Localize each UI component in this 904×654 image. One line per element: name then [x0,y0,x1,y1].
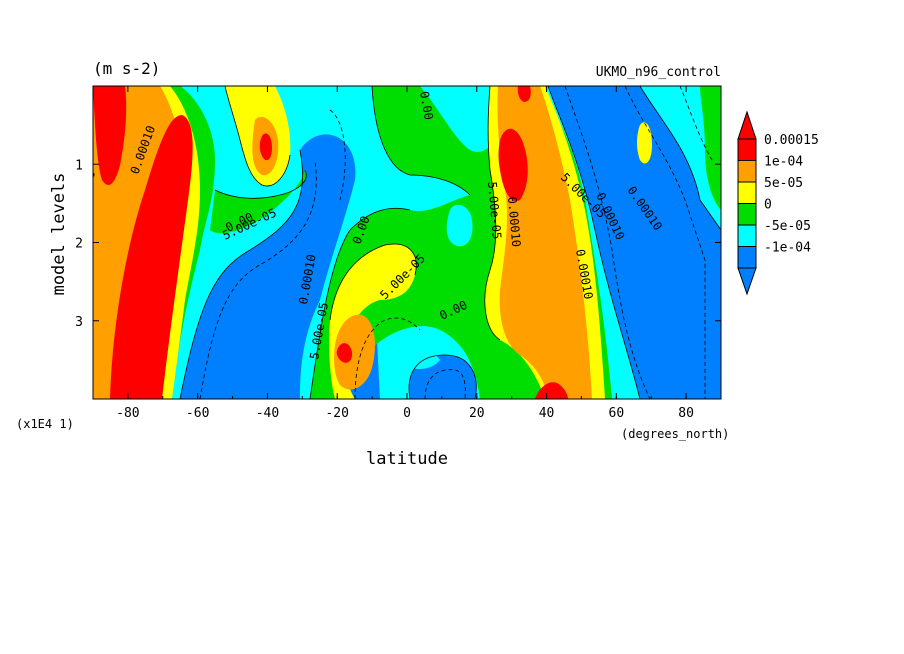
legend-swatch [737,160,757,183]
x-axis: -80 -60 -40 -20 0 20 40 60 80 [92,86,722,421]
green-region-subtropic-s [210,170,307,234]
x-tick-label: 0 [403,406,411,421]
legend-swatch [737,181,757,204]
colorbar-legend: 0.00015 1e-04 5e-05 0 -5e-05 -1e-04 [737,110,819,296]
blue-region-north [548,86,721,399]
x-tick-label: -60 [186,406,209,421]
legend-level-label: -1e-04 [764,241,811,256]
yellow-region-subtropic [329,244,417,399]
contour-field: 0.00010 5.00e-05 0.00 0.00 5.00e-05 0.00… [79,86,721,399]
contour-label: 0.00 [79,170,98,201]
y-tick-label: 2 [75,237,83,252]
contour-label: 5.00e-05 [485,181,504,240]
legend-under-arrow [737,267,757,296]
contour-label: 0.00010 [505,196,523,248]
green-region-north-pole [700,86,721,210]
red-region-pole [93,86,127,185]
chart-title: UKMO_n96_control [596,65,721,80]
legend-swatch [737,138,757,161]
legend-level-label: -5e-05 [764,219,811,234]
y-tick-label: 3 [75,315,83,330]
y-axis-title: model levels [49,173,69,296]
units-label: (m s-2) [93,59,160,78]
red-region-jet-south [110,115,193,399]
red-spot-upper [259,133,272,161]
x-tick-label: -40 [256,406,279,421]
orange-region-subtropic [334,314,375,390]
y-scale-note: (x1E4 1) [16,417,74,431]
red-spot-subtropic [336,343,353,363]
x-axis-units: (degrees_north) [621,427,729,441]
legend-over-arrow [737,110,757,140]
blue-region-south-mid [180,134,356,399]
red-region-jet-north [498,128,528,201]
legend-level-label: 1e-04 [764,155,803,170]
red-spot-top [517,86,531,102]
x-tick-label: -80 [116,406,139,421]
cyan-pocket-2 [395,348,440,369]
x-tick-label: -20 [325,406,348,421]
x-axis-title: latitude [366,449,448,469]
legend-level-label: 0.00015 [764,133,819,148]
red-spot-north-low [535,382,568,399]
contour-lines [179,86,721,399]
y-axis: 1 2 3 [75,158,721,330]
legend-swatch [737,203,757,226]
x-tick-label: 40 [539,406,555,421]
y-tick-label: 1 [75,158,83,173]
legend-swatch [737,246,757,269]
legend-level-label: 0 [764,198,772,213]
negative-contour-lines [199,86,713,399]
legend-swatch [737,224,757,247]
yellow-spot-north [637,122,652,164]
cyan-pocket-1 [446,204,473,247]
x-tick-label: 80 [678,406,694,421]
x-tick-label: 60 [609,406,625,421]
legend-level-label: 5e-05 [764,176,803,191]
x-tick-label: 20 [469,406,485,421]
contour-label: 0.00 [417,90,436,121]
